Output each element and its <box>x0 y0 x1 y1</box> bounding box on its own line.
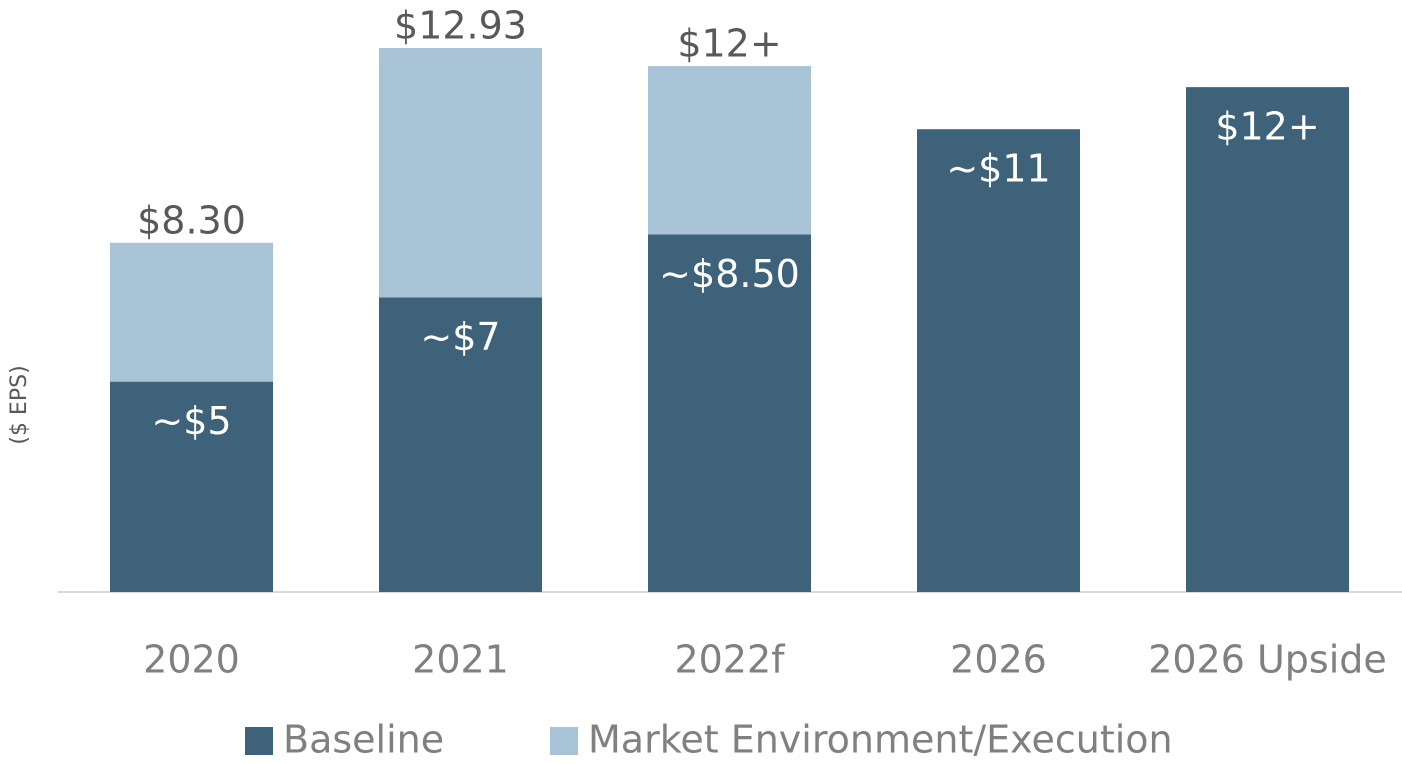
legend-swatch <box>245 727 273 755</box>
bar-segment <box>110 381 273 592</box>
legend-label: Baseline <box>283 718 444 762</box>
data-label: ~$5 <box>151 399 231 443</box>
total-label: $8.30 <box>137 198 246 242</box>
data-label: ~$8.50 <box>659 252 800 296</box>
x-tick-label: 2021 <box>412 638 509 682</box>
data-label: ~$11 <box>946 147 1050 191</box>
total-label: $12.93 <box>394 4 527 48</box>
legend-label: Market Environment/Execution <box>588 718 1173 762</box>
x-tick-label: 2022f <box>674 638 786 682</box>
total-label: $12+ <box>677 22 781 66</box>
legend-swatch <box>550 727 578 755</box>
x-tick-label: 2026 Upside <box>1148 638 1387 682</box>
bar-segment <box>648 234 811 592</box>
bar-segment <box>1186 87 1349 593</box>
y-axis-label: ($ EPS) <box>7 365 32 444</box>
x-tick-label: 2026 <box>950 638 1047 682</box>
data-label: ~$7 <box>420 315 500 359</box>
bar-segment <box>379 48 542 298</box>
data-label: $12+ <box>1215 105 1319 149</box>
bar-segment <box>110 242 273 382</box>
bar-segment <box>379 297 542 592</box>
bar-segment <box>917 129 1080 592</box>
x-tick-label: 2020 <box>143 638 240 682</box>
bar-segment <box>648 66 811 235</box>
